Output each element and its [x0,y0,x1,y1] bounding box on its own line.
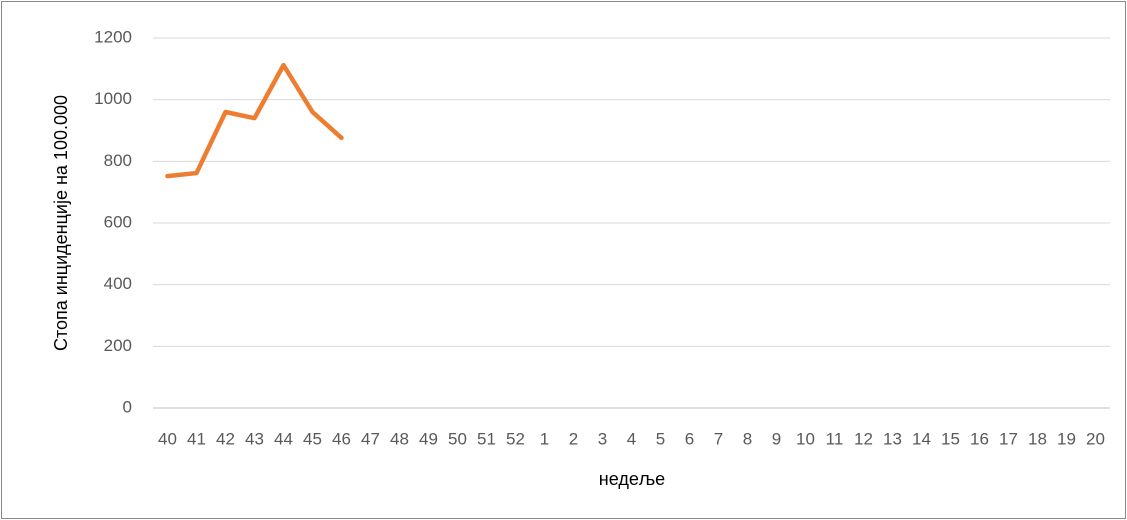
x-tick-label: 51 [477,429,496,448]
x-tick-label: 6 [685,429,694,448]
x-axis-title: недеље [599,469,665,489]
x-tick-label: 41 [187,429,206,448]
x-tick-label: 3 [598,429,607,448]
y-tick-label: 0 [123,397,132,416]
x-tick-label: 10 [796,429,815,448]
y-tick-label: 800 [104,151,132,170]
x-tick-label: 47 [361,429,380,448]
x-tick-label: 19 [1057,429,1076,448]
x-tick-label: 40 [158,429,177,448]
x-tick-label: 49 [419,429,438,448]
x-tick-label: 16 [970,429,989,448]
x-tick-label: 12 [854,429,873,448]
x-tick-label: 44 [274,429,293,448]
y-tick-label: 400 [104,274,132,293]
x-tick-label: 42 [216,429,235,448]
x-tick-label: 13 [883,429,902,448]
x-tick-label: 48 [390,429,409,448]
x-tick-label: 45 [303,429,322,448]
x-tick-label: 11 [826,429,844,448]
y-axis-title: Стопа инциденције на 100.000 [51,95,71,351]
y-tick-label: 600 [104,212,132,231]
x-tick-label: 17 [999,429,1018,448]
x-tick-label: 2 [569,429,578,448]
x-tick-label: 43 [245,429,264,448]
x-tick-label: 50 [448,429,467,448]
x-tick-label: 52 [506,429,525,448]
x-tick-label: 5 [656,429,665,448]
x-tick-label: 9 [772,429,781,448]
x-tick-label: 18 [1028,429,1047,448]
x-tick-label: 8 [743,429,752,448]
x-tick-label: 15 [941,429,960,448]
x-tick-label: 7 [714,429,723,448]
x-tick-label: 20 [1086,429,1105,448]
data-line [165,62,344,179]
y-tick-label: 200 [104,336,132,355]
y-tick-label: 1000 [94,89,132,108]
x-tick-label: 1 [540,429,549,448]
y-tick-label: 1200 [94,27,132,46]
x-tick-label: 46 [332,429,351,448]
x-tick-label: 4 [627,429,636,448]
x-tick-label: 14 [912,429,931,448]
